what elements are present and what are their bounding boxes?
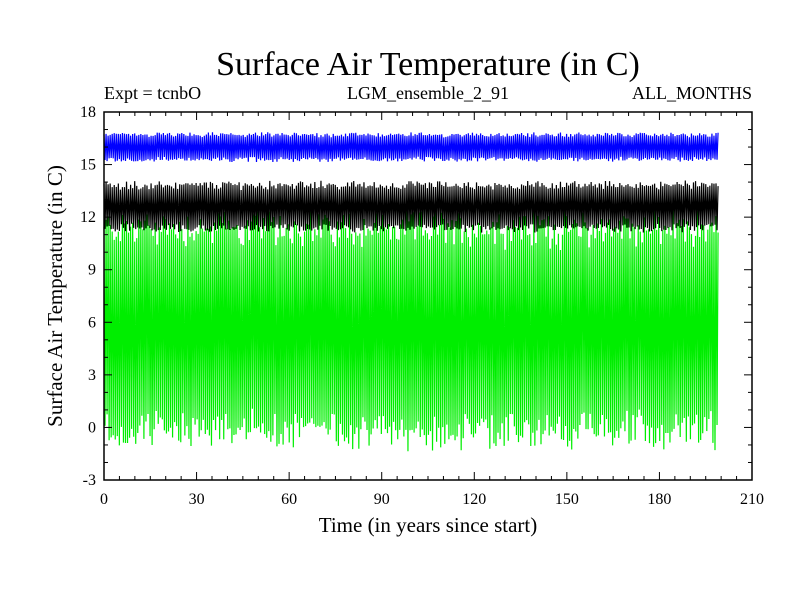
x-tick-label: 180 <box>647 491 671 508</box>
series-line-blue <box>103 132 719 163</box>
y-tick-label: 0 <box>88 419 96 436</box>
chart-subtitle-left: Expt = tcnbO <box>104 83 201 103</box>
x-tick-label: 210 <box>740 491 764 508</box>
chart-subtitle-right: ALL_MONTHS <box>632 83 752 103</box>
chart-subtitle-center: LGM_ensemble_2_91 <box>347 83 509 103</box>
y-tick-label: 9 <box>88 262 96 279</box>
x-axis-label: Time (in years since start) <box>319 513 538 537</box>
series-line-green <box>103 205 719 452</box>
x-tick-label: 120 <box>462 491 486 508</box>
y-tick-label: 3 <box>88 367 96 384</box>
x-tick-label: 150 <box>555 491 579 508</box>
y-tick-label: 12 <box>80 209 96 226</box>
plot-area <box>103 132 719 452</box>
x-tick-label: 60 <box>281 491 297 508</box>
x-tick-label: 90 <box>374 491 390 508</box>
x-tick-label: 0 <box>100 491 108 508</box>
y-tick-label: 6 <box>88 314 96 331</box>
y-tick-label: -3 <box>83 472 96 489</box>
x-tick-label: 30 <box>189 491 205 508</box>
y-axis-label: Surface Air Temperature (in C) <box>43 165 67 427</box>
y-tick-label: 15 <box>80 157 96 174</box>
chart-title: Surface Air Temperature (in C) <box>216 46 640 83</box>
series-line-black <box>103 180 719 233</box>
y-tick-label: 18 <box>80 104 96 121</box>
